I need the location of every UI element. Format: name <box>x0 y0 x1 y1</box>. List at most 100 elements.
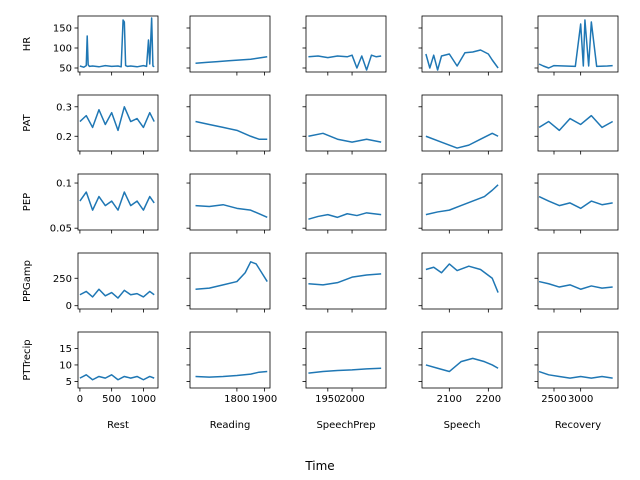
series-line <box>195 203 268 219</box>
panel-frame <box>537 15 619 73</box>
panel-frame <box>77 331 159 389</box>
x-tick-label: 1900 <box>252 394 277 405</box>
panel-pep-reading <box>186 173 271 234</box>
series-line <box>308 212 382 220</box>
panel-pep-recovery <box>534 173 619 234</box>
x-tick-label: 1950 <box>315 394 340 405</box>
panel-frame <box>421 331 503 389</box>
panel-pat-reading <box>186 94 271 155</box>
y-axis-label: PTTrecip <box>22 339 33 380</box>
panel-hr-reading <box>186 15 271 76</box>
panel-frame <box>189 15 271 73</box>
panel-frame <box>305 94 387 152</box>
series-line <box>79 106 155 132</box>
panel-pat-rest: 0.2 0.3 PAT <box>22 94 159 155</box>
series-line <box>425 357 499 373</box>
series-line <box>195 261 268 290</box>
panel-hr-speech <box>418 15 503 76</box>
x-tick-label: 2500 <box>541 394 566 405</box>
series-line <box>425 49 499 71</box>
panel-frame <box>537 94 619 152</box>
x-tick-label: 500 <box>102 394 121 405</box>
y-tick-label: 50 <box>59 64 72 75</box>
x-axis-label: Reading <box>210 420 251 431</box>
panel-frame <box>77 173 159 231</box>
y-tick-label: 5 <box>66 377 72 388</box>
series-line <box>308 132 382 143</box>
panel-frame <box>537 331 619 389</box>
series-line <box>79 288 155 299</box>
x-tick-label: 1000 <box>131 394 156 405</box>
y-tick-label: 0.2 <box>56 132 72 143</box>
panel-pep-speechprep <box>302 173 387 234</box>
y-tick-label: 0.3 <box>56 102 72 113</box>
panel-ppgamp-recovery <box>534 252 619 313</box>
panel-frame <box>77 252 159 310</box>
y-tick-label: 0 <box>66 301 72 312</box>
series-line <box>308 273 382 286</box>
y-tick-label: 0.1 <box>56 179 72 190</box>
panel-frame <box>77 15 159 73</box>
panel-frame <box>305 331 387 389</box>
x-axis-label: SpeechPrep <box>316 420 375 431</box>
x-tick-label: 1800 <box>224 394 249 405</box>
panel-pep-speech <box>418 173 503 234</box>
y-tick-label: 150 <box>53 24 72 35</box>
panel-ppgamp-speech <box>418 252 503 313</box>
series-line <box>79 374 155 381</box>
panel-pttrecip-rest: 5 10 15 0 500 1000 PTTrecip Rest <box>22 331 159 431</box>
x-axis-label: Rest <box>107 420 129 431</box>
panel-hr-rest: 50 100 150 HR <box>22 15 159 76</box>
y-tick-label: 10 <box>59 360 72 371</box>
y-axis-label: PPGamp <box>22 260 33 302</box>
x-tick-label: 2200 <box>476 394 501 405</box>
panel-frame <box>305 15 387 73</box>
panel-frame <box>189 94 271 152</box>
series-line <box>538 114 614 132</box>
y-axis-label: PEP <box>22 193 33 211</box>
series-line <box>195 56 268 64</box>
x-axis-label: Speech <box>444 420 481 431</box>
series-line <box>79 191 155 211</box>
series-line <box>538 195 613 210</box>
panel-pat-speech <box>418 94 503 155</box>
x-axis-label: Recovery <box>555 420 601 431</box>
subplot-grid: 50100150HR0.20.3PAT0.050.1PEP0250PPGamp5… <box>22 15 619 431</box>
panel-frame <box>421 15 503 73</box>
series-line <box>425 132 499 149</box>
panel-frame <box>421 173 503 231</box>
series-line <box>538 280 613 290</box>
series-line <box>538 19 613 69</box>
panel-frame <box>537 173 619 231</box>
x-tick-label: 2100 <box>437 394 462 405</box>
series-line <box>308 54 382 71</box>
y-tick-label: 100 <box>53 44 72 55</box>
panel-hr-speechprep <box>302 15 387 76</box>
x-tick-label: 0 <box>77 394 83 405</box>
panel-ppgamp-rest: 0 250 PPGamp <box>22 252 159 313</box>
panel-frame <box>77 94 159 152</box>
x-tick-label: 3000 <box>568 394 593 405</box>
x-tick-label: 2000 <box>339 394 364 405</box>
panel-pttrecip-speech: 2100 2200 Speech <box>418 331 503 431</box>
panel-frame <box>421 252 503 310</box>
y-tick-label: 15 <box>59 344 72 355</box>
panel-frame <box>189 173 271 231</box>
y-tick-label: 0.05 <box>50 224 72 235</box>
panel-pat-recovery <box>534 94 619 155</box>
panel-hr-recovery <box>534 15 619 76</box>
panel-frame <box>305 173 387 231</box>
series-line <box>79 17 155 68</box>
y-axis-label: HR <box>22 37 33 52</box>
panel-pat-speechprep <box>302 94 387 155</box>
series-line <box>308 367 382 374</box>
series-line <box>195 120 268 140</box>
panel-frame <box>421 94 503 152</box>
series-line <box>195 370 268 378</box>
y-tick-label: 250 <box>53 274 72 285</box>
panel-pttrecip-recovery: 2500 3000 Recovery <box>534 331 619 431</box>
panel-frame <box>537 252 619 310</box>
series-line <box>538 370 613 379</box>
